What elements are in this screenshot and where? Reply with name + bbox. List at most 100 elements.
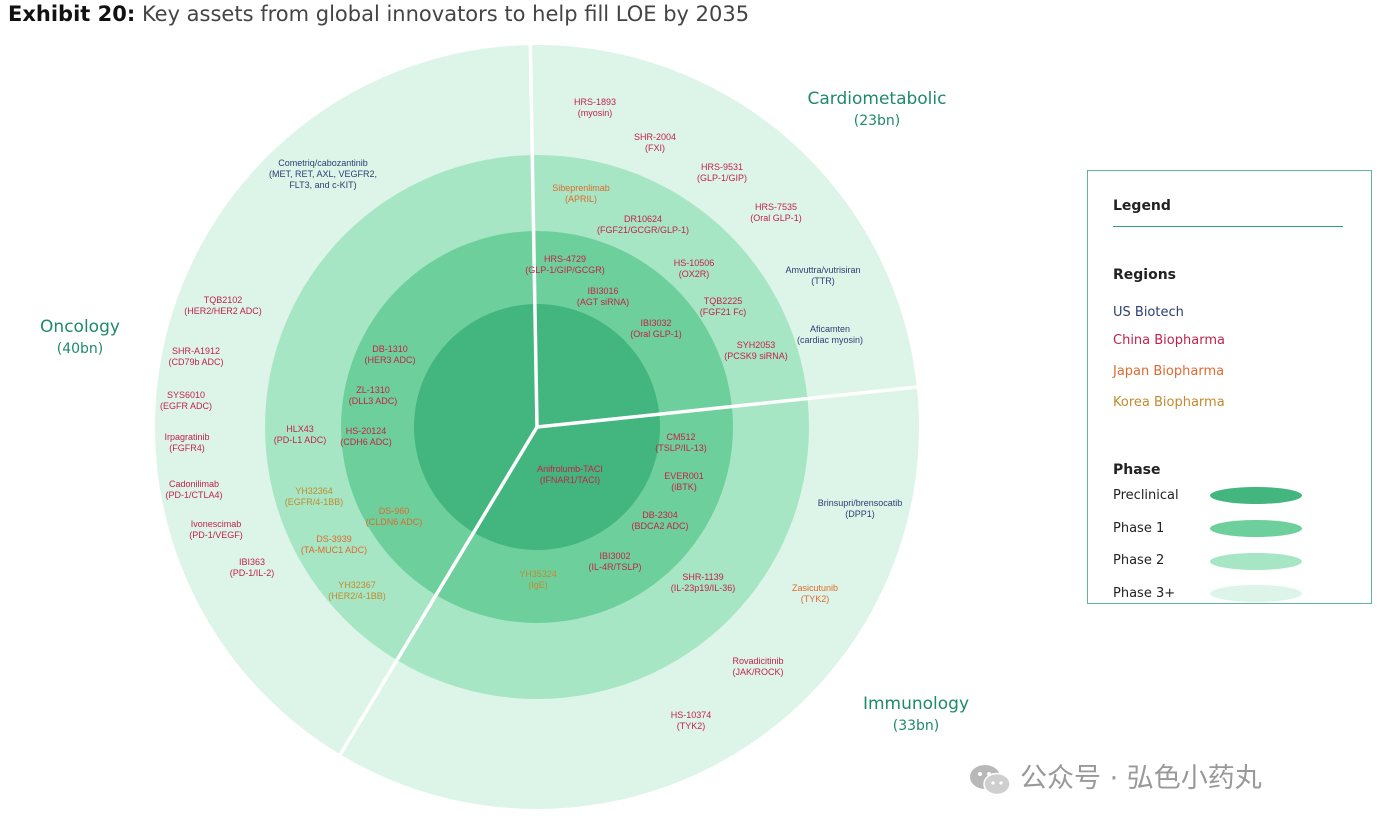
asset-name: DS-960 xyxy=(379,506,410,516)
asset-target: (HER2/HER2 ADC) xyxy=(184,306,262,316)
legend-swatch-phase2 xyxy=(1210,553,1302,570)
asset-label: Anifrolumb-TACI(IFNAR1/TACI) xyxy=(537,464,603,485)
asset-name: TQB2102 xyxy=(204,295,243,305)
asset-label: Amvuttra/vutrisiran(TTR) xyxy=(785,265,860,286)
asset-label: SHR-A1912(CD79b ADC) xyxy=(168,346,223,367)
asset-label: DS-3939(TA-MUC1 ADC) xyxy=(301,534,367,555)
asset-label: HRS-7535(Oral GLP-1) xyxy=(750,202,802,223)
asset-label: IBI3002(IL-4R/TSLP) xyxy=(588,551,641,572)
asset-name: IBI3016 xyxy=(587,286,618,296)
watermark-text: 公众号 · 弘色小药丸 xyxy=(1020,763,1262,794)
asset-label: Zasicutunib(TYK2) xyxy=(792,583,838,604)
watermark: 公众号 · 弘色小药丸 xyxy=(968,756,1262,797)
asset-label: ZL-1310(DLL3 ADC) xyxy=(349,385,398,406)
asset-label: HRS-4729(GLP-1/GIP/GCGR) xyxy=(525,254,605,275)
wechat-icon xyxy=(970,764,1011,795)
asset-name: Zasicutunib xyxy=(792,583,838,593)
segment-name: Cardiometabolic xyxy=(808,89,947,109)
segment-dividers xyxy=(333,35,928,764)
asset-name: SYS6010 xyxy=(167,390,205,400)
legend-phase-3: Phase 3+ xyxy=(1113,586,1176,601)
asset-label: IBI3016(AGT siRNA) xyxy=(577,286,629,307)
divider-line-0 xyxy=(528,35,539,428)
asset-target: (PCSK9 siRNA) xyxy=(724,351,788,361)
asset-label: Aficamten(cardiac myosin) xyxy=(797,324,863,345)
asset-label: Irpagratinib(FGFR4) xyxy=(164,432,209,453)
asset-target: (CDH6 ADC) xyxy=(340,437,392,447)
asset-name: HS-20124 xyxy=(346,426,387,436)
asset-label: SYS6010(EGFR ADC) xyxy=(160,390,212,411)
segment-size: (23bn) xyxy=(854,113,901,129)
legend-swatch-preclinical xyxy=(1210,487,1302,504)
asset-target: (AGT siRNA) xyxy=(577,297,629,307)
asset-target: (Oral GLP-1) xyxy=(630,329,682,339)
exhibit-caption: Key assets from global innovators to hel… xyxy=(141,2,750,26)
asset-target: (CLDN6 ADC) xyxy=(366,517,423,527)
asset-name: Amvuttra/vutrisiran xyxy=(785,265,860,275)
asset-name: CM512 xyxy=(666,432,695,442)
asset-label: IBI3032(Oral GLP-1) xyxy=(630,318,682,339)
asset-target: (TSLP/IL-13) xyxy=(655,443,707,453)
legend-divider xyxy=(1113,226,1343,227)
asset-label: TQB2225(FGF21 Fc) xyxy=(700,296,747,317)
asset-label: Sibeprenlimab(APRIL) xyxy=(552,183,610,204)
asset-label: HRS-9531(GLP-1/GIP) xyxy=(697,162,747,183)
legend-regions-title: Regions xyxy=(1113,267,1177,283)
asset-name: HRS-4729 xyxy=(544,254,586,264)
asset-label: Rovadicitinib(JAK/ROCK) xyxy=(732,656,783,677)
asset-target: (PD-L1 ADC) xyxy=(274,435,327,445)
asset-target: (FGF21 Fc) xyxy=(700,307,747,317)
legend-region-japan: Japan Biopharma xyxy=(1113,364,1225,379)
segment-size: (40bn) xyxy=(57,341,104,357)
asset-label: HS-20124(CDH6 ADC) xyxy=(340,426,392,447)
asset-name: Brinsupri/brensocatib xyxy=(818,498,903,508)
asset-name: Ivonescimab xyxy=(191,519,242,529)
asset-name: DB-1310 xyxy=(372,344,408,354)
asset-target: (cardiac myosin) xyxy=(797,335,863,345)
legend-region-china: China Biopharma xyxy=(1113,333,1225,348)
asset-label: SHR-1139(IL-23p19/IL-36) xyxy=(671,572,736,593)
asset-label: Ivonescimab(PD-1/VEGF) xyxy=(189,519,243,540)
legend-phase-2: Phase 2 xyxy=(1113,553,1165,568)
asset-target: (iBTK) xyxy=(671,482,697,492)
legend-region-korea: Korea Biopharma xyxy=(1113,395,1225,410)
asset-name: YH32364 xyxy=(295,486,333,496)
asset-target: (IL-23p19/IL-36) xyxy=(671,583,736,593)
asset-name: IBI3002 xyxy=(599,551,630,561)
asset-name: SHR-A1912 xyxy=(172,346,220,356)
segment-name: Oncology xyxy=(40,317,120,337)
asset-target: (FGF21/GCGR/GLP-1) xyxy=(597,225,689,235)
asset-target: (APRIL) xyxy=(565,194,597,204)
asset-target: (BDCA2 ADC) xyxy=(631,521,688,531)
asset-target: (MET, RET, AXL, VEGFR2, xyxy=(269,169,377,179)
asset-name: HRS-9531 xyxy=(701,162,743,172)
legend-swatch-phase3 xyxy=(1210,585,1302,602)
asset-name: Cadonilimab xyxy=(169,479,219,489)
asset-target: (TTR) xyxy=(811,276,835,286)
asset-name: EVER001 xyxy=(664,471,704,481)
asset-name: YH32367 xyxy=(338,580,376,590)
segment-size: (33bn) xyxy=(893,718,940,734)
asset-name: Rovadicitinib xyxy=(732,656,783,666)
asset-label: HRS-1893(myosin) xyxy=(574,97,616,118)
asset-labels: Cometriq/cabozantinib(MET, RET, AXL, VEG… xyxy=(160,97,902,731)
asset-name: SHR-2004 xyxy=(634,132,676,142)
asset-target: (HER3 ADC) xyxy=(364,355,415,365)
asset-name: Anifrolumb-TACI xyxy=(537,464,603,474)
asset-target: (DLL3 ADC) xyxy=(349,396,398,406)
asset-target: (PD-1/IL-2) xyxy=(230,568,275,578)
asset-name: DS-3939 xyxy=(316,534,352,544)
asset-target: (PD-1/CTLA4) xyxy=(165,490,222,500)
asset-name: ZL-1310 xyxy=(356,385,390,395)
asset-target: (JAK/ROCK) xyxy=(732,667,783,677)
asset-name: DR10624 xyxy=(624,214,662,224)
sunburst-diagram: Oncology (40bn) Cardiometabolic (23bn) Immun… xyxy=(40,35,970,809)
asset-target: (GLP-1/GIP/GCGR) xyxy=(525,265,605,275)
asset-name: YH35324 xyxy=(519,569,557,579)
segment-name: Immunology xyxy=(863,694,969,714)
asset-target: (FGFR4) xyxy=(169,443,205,453)
asset-label: IBI363(PD-1/IL-2) xyxy=(230,557,275,578)
asset-target: (TYK2) xyxy=(677,721,706,731)
asset-label: YH32367(HER2/4-1BB) xyxy=(328,580,386,601)
segment-titles: Oncology (40bn) Cardiometabolic (23bn) Immun… xyxy=(40,89,969,734)
